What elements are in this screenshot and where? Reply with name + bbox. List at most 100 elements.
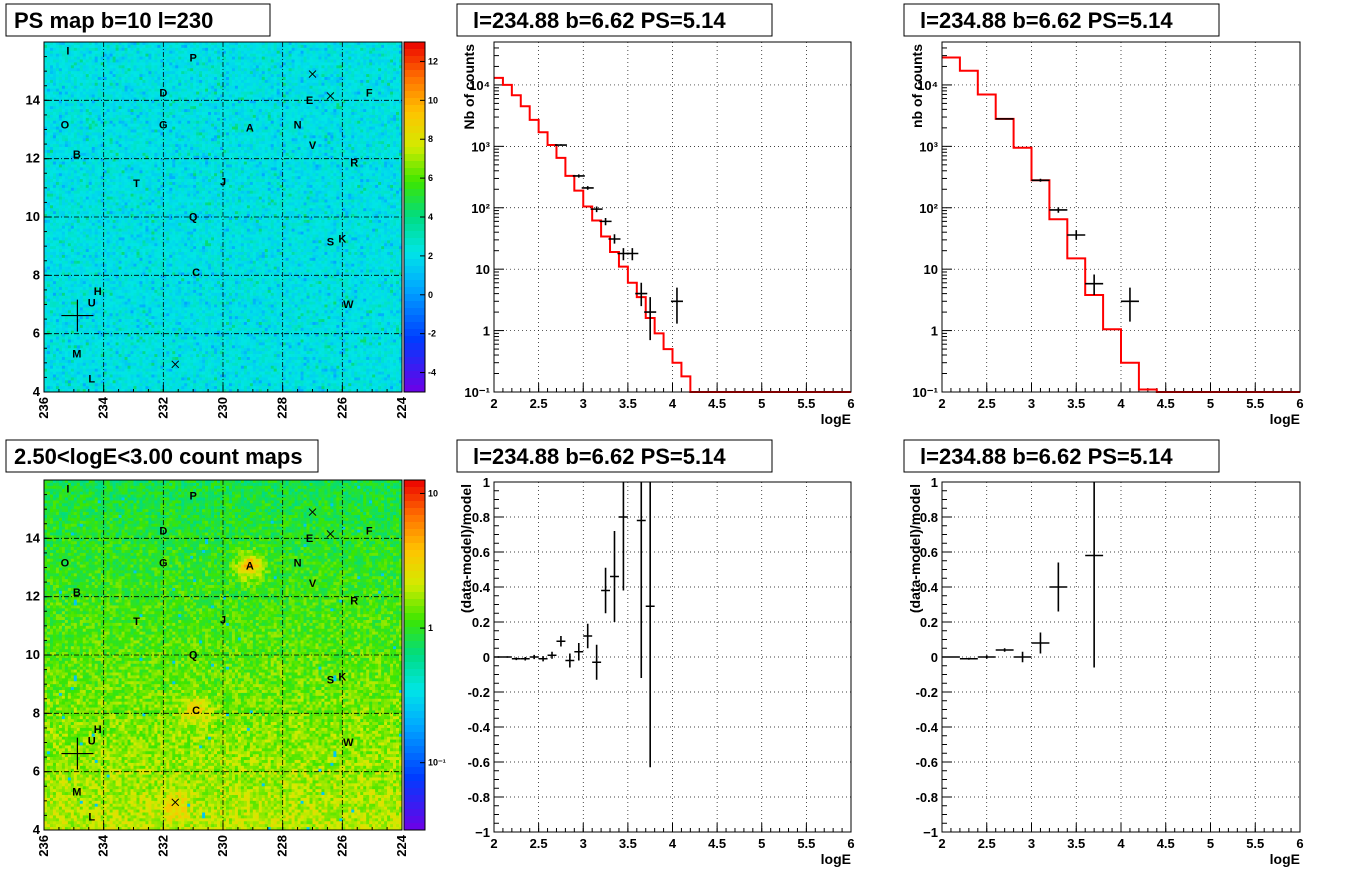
heatmap-cell	[79, 348, 84, 352]
heatmap-cell	[163, 109, 167, 113]
heatmap-cell	[85, 106, 90, 110]
heatmap-cell	[118, 234, 122, 238]
heatmap-cell	[115, 351, 119, 355]
heatmap-cell	[154, 88, 158, 92]
heatmap-cell	[136, 292, 140, 297]
heatmap-cell	[148, 208, 152, 212]
heatmap-cell	[142, 278, 146, 282]
heatmap-cell	[145, 91, 149, 95]
heatmap-cell	[94, 304, 99, 308]
heatmap-cell	[109, 252, 113, 256]
heatmap-cell	[160, 298, 164, 302]
heatmap-cell	[160, 161, 164, 165]
heatmap-cell	[109, 74, 113, 78]
heatmap-cell	[103, 94, 107, 98]
heatmap-cell	[151, 129, 155, 133]
heatmap-cell	[145, 100, 149, 104]
heatmap-cell	[163, 82, 167, 87]
heatmap-cell	[121, 313, 125, 317]
heatmap-cell	[100, 354, 105, 358]
heatmap-cell	[58, 281, 63, 285]
heatmap-cell	[133, 266, 137, 270]
heatmap-cell	[154, 65, 158, 69]
heatmap-cell	[49, 322, 54, 326]
heatmap-cell	[67, 173, 72, 177]
heatmap-cell	[73, 170, 78, 174]
heatmap-cell	[139, 295, 143, 300]
heatmap-cell	[106, 304, 110, 308]
heatmap-cell	[91, 190, 96, 195]
heatmap-cell	[109, 94, 113, 98]
heatmap-cell	[154, 219, 158, 224]
heatmap-cell	[127, 249, 131, 253]
heatmap-cell	[142, 193, 146, 197]
heatmap-cell	[103, 386, 107, 390]
heatmap-cell	[46, 383, 51, 387]
heatmap-cell	[73, 284, 78, 288]
heatmap-cell	[46, 167, 51, 171]
heatmap-cell	[46, 380, 51, 384]
heatmap-cell	[88, 179, 93, 183]
heatmap-cell	[85, 342, 90, 346]
heatmap-cell	[46, 339, 51, 343]
heatmap-cell	[127, 371, 131, 375]
heatmap-cell	[115, 254, 119, 259]
heatmap-cell	[160, 205, 164, 209]
heatmap-cell	[154, 316, 158, 320]
heatmap-cell	[79, 170, 84, 174]
heatmap-cell	[115, 208, 119, 212]
heatmap-cell	[76, 330, 81, 335]
heatmap-cell	[115, 287, 119, 291]
heatmap-cell	[88, 380, 93, 384]
heatmap-cell	[49, 65, 54, 69]
heatmap-cell	[97, 74, 102, 78]
heatmap-cell	[88, 138, 93, 142]
heatmap-cell	[73, 345, 78, 349]
heatmap-cell	[67, 310, 72, 314]
heatmap-cell	[154, 365, 158, 370]
heatmap-cell	[82, 324, 87, 329]
heatmap-cell	[64, 316, 69, 320]
heatmap-cell	[142, 237, 146, 241]
heatmap-cell	[82, 138, 87, 142]
heatmap-cell	[127, 44, 131, 49]
heatmap-cell	[148, 187, 152, 192]
heatmap-cell	[67, 114, 72, 119]
heatmap-cell	[82, 345, 87, 349]
heatmap-cell	[94, 365, 99, 370]
heatmap-cell	[55, 222, 60, 227]
heatmap-cell	[121, 112, 125, 116]
heatmap-cell	[157, 278, 161, 282]
heatmap-cell	[79, 257, 84, 262]
heatmap-cell	[94, 316, 99, 320]
heatmap-cell	[88, 158, 93, 162]
heatmap-cell	[70, 42, 75, 46]
heatmap-cell	[124, 389, 128, 393]
heatmap-cell	[52, 284, 57, 288]
heatmap-cell	[97, 365, 102, 370]
heatmap-cell	[49, 112, 54, 116]
heatmap-cell	[94, 374, 99, 378]
heatmap-cell	[44, 56, 48, 60]
heatmap-cell	[94, 246, 99, 250]
heatmap-cell	[44, 371, 48, 375]
heatmap-cell	[94, 158, 99, 162]
heatmap-cell	[124, 368, 128, 372]
heatmap-cell	[145, 152, 149, 157]
heatmap-cell	[79, 354, 84, 358]
heatmap-cell	[64, 339, 69, 343]
heatmap-cell	[44, 71, 48, 75]
heatmap-cell	[67, 316, 72, 320]
heatmap-cell	[121, 357, 125, 361]
heatmap-cell	[124, 65, 128, 69]
heatmap-cell	[94, 257, 99, 262]
heatmap-cell	[133, 208, 137, 212]
heatmap-cell	[115, 114, 119, 119]
heatmap-cell	[115, 292, 119, 297]
heatmap-cell	[124, 278, 128, 282]
heatmap-cell	[148, 44, 152, 49]
heatmap-cell	[163, 272, 167, 276]
heatmap-cell	[154, 50, 158, 55]
heatmap-cell	[82, 383, 87, 387]
heatmap-cell	[85, 205, 90, 209]
